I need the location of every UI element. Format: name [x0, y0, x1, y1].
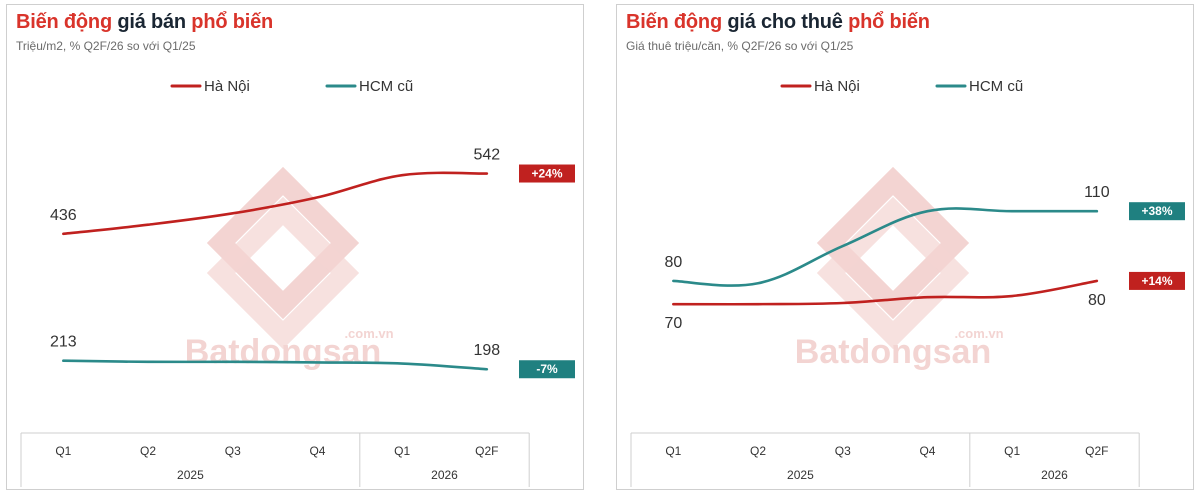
title-part: phổ biến: [848, 11, 930, 33]
legend-label: HCM cũ: [359, 78, 413, 95]
change-badge: [519, 164, 575, 183]
watermark-diamond: [206, 196, 360, 350]
watermark-logo: Batdongsan.com.vn: [795, 166, 1004, 371]
change-badge-label: +24%: [531, 167, 562, 181]
change-badge: [1129, 271, 1185, 290]
x-tick-label: Q1: [55, 444, 71, 458]
x-tick-label: Q3: [225, 444, 241, 458]
data-label: 436: [50, 207, 77, 224]
x-group-label: 2026: [431, 468, 458, 482]
change-badge-label: +14%: [1141, 274, 1172, 288]
change-badge: [1129, 202, 1185, 221]
watermark-logo: Batdongsan.com.vn: [185, 166, 394, 371]
series-line: [672, 207, 1099, 287]
chart-panel-sale-price: Biến động giá bán phổ biến Triệu/m2, % Q…: [6, 4, 584, 490]
x-tick-label: Q2: [140, 444, 156, 458]
change-badge-label: +38%: [1141, 204, 1172, 218]
x-tick-label: Q2F: [1085, 444, 1108, 458]
legend-item: Hà Nội: [170, 78, 250, 95]
chart-panel-rent-price: Biến động giá cho thuê phổ biến Giá thuê…: [616, 4, 1194, 490]
series-line: [62, 359, 489, 371]
chart-subtitle: Giá thuê triệu/căn, % Q2F/26 so với Q1/2…: [626, 39, 854, 53]
data-label: 70: [664, 315, 682, 332]
x-group-label: 2025: [177, 468, 204, 482]
series-line: [62, 171, 489, 236]
x-tick-label: Q4: [919, 444, 935, 458]
watermark-diamond: [206, 166, 360, 320]
chart-title: Biến động giá bán phổ biến: [16, 11, 273, 34]
legend-label: Hà Nội: [814, 78, 860, 95]
data-label: 542: [473, 147, 500, 164]
chart-subtitle: Triệu/m2, % Q2F/26 so với Q1/25: [16, 39, 196, 53]
data-label: 110: [1084, 184, 1110, 201]
watermark-brand: Batdongsan: [795, 333, 991, 371]
watermark-brand: Batdongsan: [185, 333, 381, 371]
change-badge-label: -7%: [536, 362, 558, 376]
title-part: giá cho thuê: [721, 11, 849, 33]
legend-item: Hà Nội: [780, 78, 860, 95]
x-tick-label: Q4: [309, 444, 325, 458]
chart-title: Biến động giá cho thuê phổ biến: [626, 11, 930, 34]
x-group-label: 2025: [787, 468, 814, 482]
data-label: 198: [473, 342, 500, 359]
x-tick-label: Q1: [665, 444, 681, 458]
x-group-label: 2026: [1041, 468, 1068, 482]
title-part: Biến động: [16, 11, 112, 33]
series-line: [672, 279, 1099, 306]
x-tick-label: Q3: [835, 444, 851, 458]
x-tick-label: Q1: [1004, 444, 1020, 458]
legend-label: HCM cũ: [969, 78, 1023, 95]
data-label: 80: [1088, 292, 1106, 309]
line-chart-rent-price: Batdongsan.com.vn Hà Nội HCM cũ 70 80 +14% 80 1…: [630, 78, 1185, 487]
x-tick-label: Q2F: [475, 444, 498, 458]
x-tick-label: Q1: [394, 444, 410, 458]
legend-label: Hà Nội: [204, 78, 250, 95]
x-tick-label: Q2: [750, 444, 766, 458]
watermark-domain: .com.vn: [954, 326, 1003, 341]
data-label: 80: [664, 254, 682, 271]
legend-item: HCM cũ: [325, 78, 413, 95]
title-part: phổ biến: [191, 11, 274, 33]
change-badge: [519, 360, 575, 379]
title-part: giá bán: [111, 11, 192, 33]
watermark-diamond: [816, 196, 970, 350]
watermark-diamond: [816, 166, 970, 320]
title-part: Biến động: [626, 11, 722, 33]
line-chart-sale-price: Batdongsan.com.vn Hà Nội HCM cũ 436 542 +24% 2…: [20, 78, 575, 487]
data-label: 213: [50, 334, 77, 351]
watermark-domain: .com.vn: [344, 326, 393, 341]
legend-item: HCM cũ: [935, 78, 1023, 95]
